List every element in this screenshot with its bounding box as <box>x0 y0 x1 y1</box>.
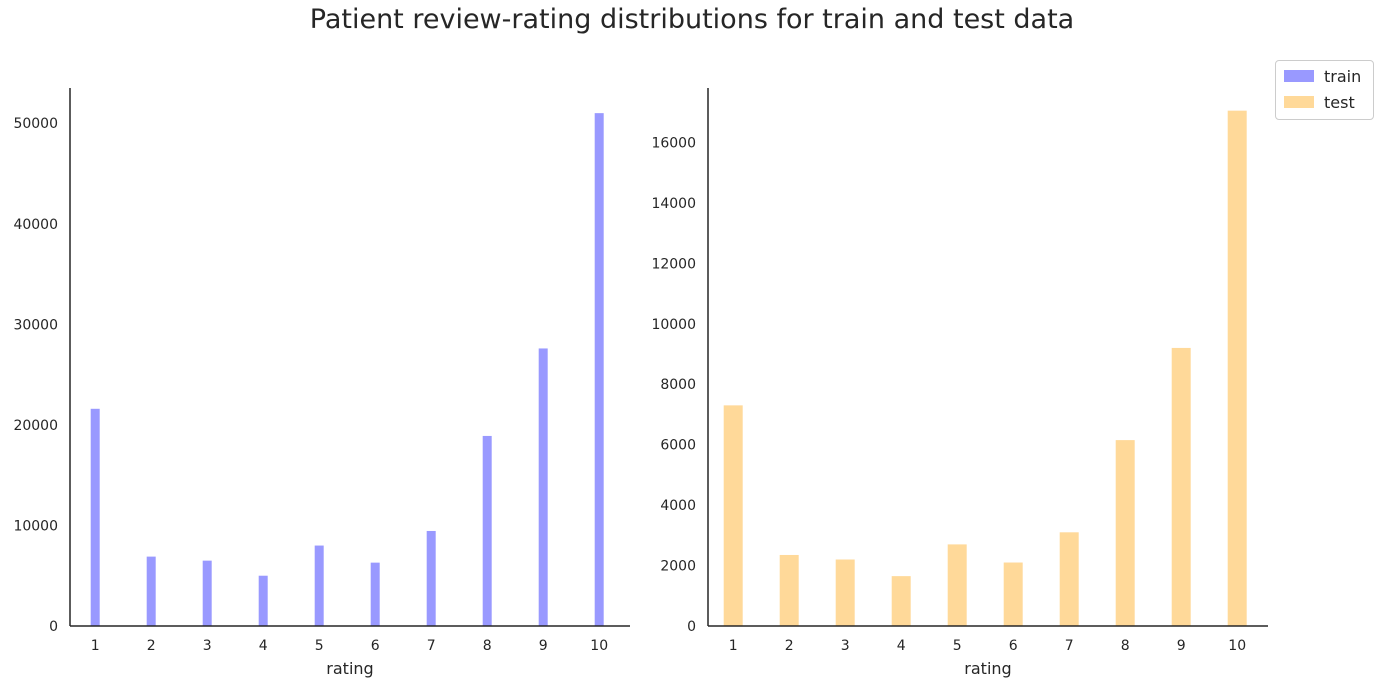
panel2-x-tick-label: 7 <box>1065 638 1074 654</box>
panel2-bar-2 <box>779 554 799 626</box>
legend-swatch-test <box>1284 96 1314 108</box>
legend-label-test: test <box>1324 92 1355 112</box>
panel2-y-tick-label: 16000 <box>651 135 696 151</box>
panel1-x-tick-label: 7 <box>427 638 436 654</box>
panel1-x-tick-label: 2 <box>147 638 156 654</box>
panel1-y-tick-label: 50000 <box>13 116 58 132</box>
panel1-bar-4 <box>258 575 268 626</box>
figure-title: Patient review-rating distributions for … <box>309 4 1075 35</box>
panel1-x-tick-label: 6 <box>371 638 380 654</box>
panel1-bar-1 <box>90 408 100 626</box>
panel1-x-axis-label: rating <box>326 659 373 678</box>
panel2-x-tick-label: 3 <box>841 638 850 654</box>
legend: train test <box>1275 60 1374 120</box>
panel2-y-tick-label: 8000 <box>660 377 696 393</box>
panel1-bar-9 <box>538 348 548 626</box>
panel1-x-tick-label: 5 <box>315 638 324 654</box>
panel2-x-tick-label: 4 <box>897 638 906 654</box>
panel2-x-tick-label: 5 <box>953 638 962 654</box>
legend-swatch-train <box>1284 70 1314 82</box>
panel1-y-tick-label: 40000 <box>13 217 58 233</box>
panel2-x-axis-label: rating <box>964 659 1011 678</box>
legend-label-train: train <box>1324 66 1362 86</box>
panel1-bar-10 <box>594 113 604 626</box>
panel1-x-tick-label: 10 <box>590 638 608 654</box>
panel2-y-tick-label: 0 <box>687 619 696 635</box>
panel1-bar-3 <box>202 560 212 626</box>
panel1-y-tick-label: 0 <box>49 619 58 635</box>
panel2-y-tick-label: 14000 <box>651 196 696 212</box>
panel2-bar-5 <box>947 544 967 626</box>
panel1-y-tick-label: 30000 <box>13 317 58 333</box>
panel2-y-tick-label: 10000 <box>651 317 696 333</box>
panel2-y-tick-label: 2000 <box>660 559 696 575</box>
panel2-x-tick-label: 8 <box>1121 638 1130 654</box>
panel1-bar-5 <box>314 545 324 626</box>
panel2-bar-7 <box>1059 532 1079 626</box>
panel2-y-tick-label: 4000 <box>660 498 696 514</box>
panel1-x-tick-label: 4 <box>259 638 268 654</box>
panel2-x-tick-label: 1 <box>729 638 738 654</box>
panel2-bar-8 <box>1115 440 1135 626</box>
panel1-x-tick-label: 3 <box>203 638 212 654</box>
panel2-bar-4 <box>891 576 911 626</box>
panel2-y-tick-label: 6000 <box>660 438 696 454</box>
panel2-y-tick-label: 12000 <box>651 256 696 272</box>
legend-item-train: train <box>1284 65 1361 87</box>
panel1-bar-7 <box>426 530 436 626</box>
panel1-x-tick-label: 1 <box>91 638 100 654</box>
panel2-bar-1 <box>723 405 743 626</box>
panel1-x-tick-label: 9 <box>539 638 548 654</box>
panel1-bar-6 <box>370 562 380 626</box>
panel1-y-tick-label: 10000 <box>13 518 58 534</box>
panel2-x-tick-label: 6 <box>1009 638 1018 654</box>
panel2-x-tick-label: 2 <box>785 638 794 654</box>
panel2-x-tick-label: 10 <box>1228 638 1246 654</box>
panel2-bar-9 <box>1171 347 1191 626</box>
panel2-bar-6 <box>1003 562 1023 626</box>
panel1-x-tick-label: 8 <box>483 638 492 654</box>
panel1-bar-2 <box>146 556 156 626</box>
panel1-y-tick-label: 20000 <box>13 418 58 434</box>
legend-item-test: test <box>1284 91 1355 113</box>
panel2-bar-3 <box>835 559 855 626</box>
panel2-bar-10 <box>1227 110 1247 627</box>
panel2-x-tick-label: 9 <box>1177 638 1186 654</box>
panel1-bar-8 <box>482 435 492 626</box>
